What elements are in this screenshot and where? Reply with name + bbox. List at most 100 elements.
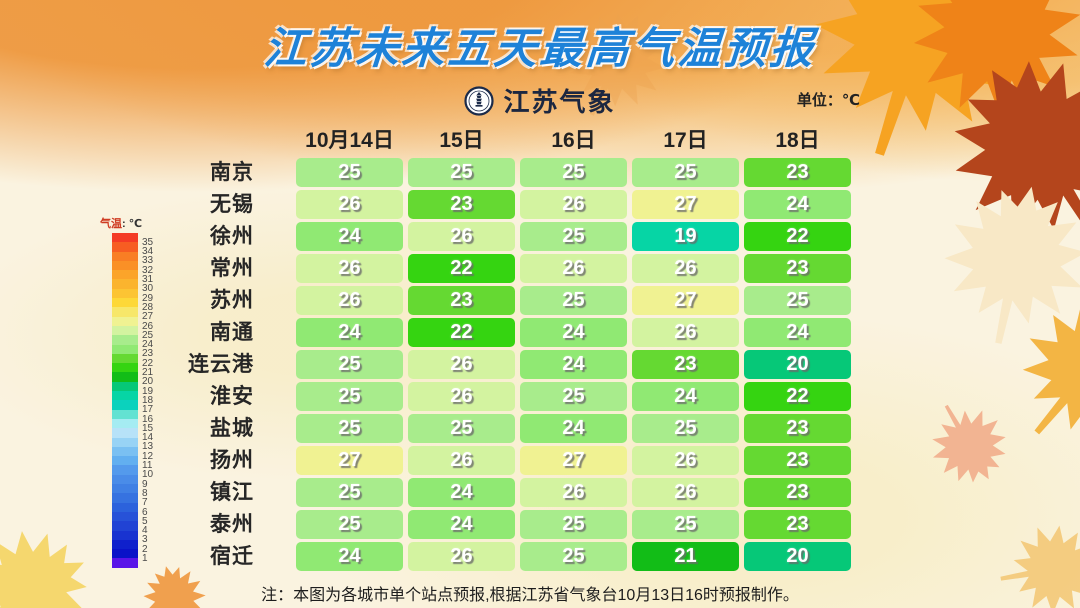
temperature-cell: 23 bbox=[744, 414, 851, 443]
temperature-cell: 25 bbox=[520, 382, 627, 411]
legend-color-block bbox=[112, 418, 138, 429]
legend-scale-label: 3 bbox=[142, 534, 148, 546]
legend-color-block bbox=[112, 242, 138, 252]
temperature-cell: 23 bbox=[744, 158, 851, 187]
temperature-cell: 26 bbox=[520, 190, 627, 219]
legend-scale-label: 33 bbox=[142, 255, 154, 267]
temperature-cell: 25 bbox=[520, 286, 627, 315]
legend-color-block bbox=[112, 363, 138, 373]
legend-color-block bbox=[112, 465, 138, 475]
temperature-cell: 26 bbox=[296, 286, 403, 315]
temperature-cell: 20 bbox=[744, 542, 851, 571]
legend-scale-label: 4 bbox=[142, 525, 148, 537]
temperature-cell: 22 bbox=[744, 222, 851, 251]
temperature-cell: 24 bbox=[520, 318, 627, 347]
temperature-cell: 27 bbox=[632, 286, 739, 315]
legend-color-block bbox=[112, 474, 138, 485]
unit-label: 单位：℃ bbox=[796, 92, 860, 109]
city-label: 无锡 bbox=[210, 193, 254, 216]
temperature-cell: 25 bbox=[296, 478, 403, 507]
legend-scale-label: 1 bbox=[142, 553, 148, 564]
temperature-cell: 25 bbox=[632, 510, 739, 539]
city-label: 徐州 bbox=[210, 225, 254, 248]
city-label: 泰州 bbox=[210, 513, 254, 536]
temperature-cell: 23 bbox=[744, 478, 851, 507]
city-label: 盐城 bbox=[210, 417, 254, 440]
legend-scale-label: 30 bbox=[142, 283, 154, 295]
legend-color-block bbox=[112, 493, 138, 503]
legend-scale-label: 9 bbox=[142, 478, 148, 490]
temperature-cell: 25 bbox=[296, 158, 403, 187]
legend-color-block bbox=[112, 233, 138, 243]
city-label: 镇江 bbox=[210, 481, 254, 504]
temperature-cell: 26 bbox=[632, 446, 739, 475]
legend-color-block bbox=[112, 260, 138, 271]
date-header: 10月14日 bbox=[305, 129, 394, 152]
legend-color-scale bbox=[112, 233, 138, 568]
legend-color-block bbox=[112, 381, 138, 392]
temperature-cell: 25 bbox=[520, 158, 627, 187]
legend-scale-label: 20 bbox=[142, 376, 154, 388]
legend-scale-label: 15 bbox=[142, 422, 154, 434]
temperature-cell: 22 bbox=[408, 254, 515, 283]
legend-color-block bbox=[112, 270, 138, 280]
temperature-cell: 23 bbox=[744, 446, 851, 475]
temperature-cell: 25 bbox=[632, 158, 739, 187]
legend-title-text: 气温 bbox=[100, 218, 122, 230]
temperature-cell: 24 bbox=[296, 318, 403, 347]
city-label: 苏州 bbox=[210, 289, 254, 312]
temperature-cell: 26 bbox=[408, 382, 515, 411]
legend-color-block bbox=[112, 530, 138, 540]
temperature-cell: 23 bbox=[632, 350, 739, 379]
legend-scale-label: 14 bbox=[142, 432, 154, 444]
temperature-cell: 22 bbox=[408, 318, 515, 347]
legend-scale-label: 32 bbox=[142, 264, 154, 276]
legend-scale-label: 25 bbox=[142, 329, 154, 341]
legend-scale-labels: 35 34 33 32 31 30 29 28 27 26 25 24 23 22 21 20 19 18 17 16… bbox=[142, 233, 164, 569]
temperature-cell: 23 bbox=[744, 510, 851, 539]
legend-scale-label: 7 bbox=[142, 497, 148, 509]
legend-scale-label: 18 bbox=[142, 394, 154, 406]
legend-scale-label: 11 bbox=[142, 460, 153, 471]
legend-color-block bbox=[112, 372, 138, 382]
temperature-cell: 24 bbox=[408, 478, 515, 507]
legend-scale-label: 6 bbox=[142, 506, 148, 518]
legend-color-block bbox=[112, 279, 138, 289]
city-label: 连云港 bbox=[188, 353, 254, 376]
legend-scale-label: 31 bbox=[142, 274, 154, 285]
temperature-cell: 25 bbox=[520, 510, 627, 539]
legend-color-block bbox=[112, 456, 138, 466]
legend-scale-label: 5 bbox=[142, 515, 148, 527]
temperature-cell: 25 bbox=[296, 414, 403, 443]
city-label-column: 南京 无锡 徐州 常州 苏州 南通 连云港 淮安 盐城 扬州 镇江 泰州 宿迁 bbox=[140, 158, 254, 574]
temperature-cell: 24 bbox=[520, 414, 627, 443]
legend-scale-label: 2 bbox=[142, 543, 148, 555]
date-header-row: 10月14日 15日 16日 17日 18日 bbox=[296, 128, 851, 154]
legend-color-block bbox=[112, 400, 138, 410]
legend-color-block bbox=[112, 558, 138, 568]
footnote: 注：本图为各城市单个站点预报,根据江苏省气象台10月13日16时预报制作。 bbox=[261, 587, 799, 604]
temperature-cell: 25 bbox=[632, 414, 739, 443]
temperature-cell: 24 bbox=[632, 382, 739, 411]
legend-color-block bbox=[112, 251, 138, 261]
temperature-cell: 24 bbox=[744, 190, 851, 219]
legend-scale-label: 24 bbox=[142, 339, 154, 351]
temperature-cell: 26 bbox=[408, 222, 515, 251]
temperature-cell: 26 bbox=[408, 446, 515, 475]
legend-color-block bbox=[112, 353, 138, 364]
legend-color-block bbox=[112, 288, 138, 299]
legend-scale-label: 21 bbox=[142, 367, 154, 378]
jiangsu-meteorology-logo-icon bbox=[464, 85, 495, 116]
legend-color-block bbox=[112, 446, 138, 457]
legend-color-block bbox=[112, 521, 138, 531]
legend-color-block bbox=[112, 344, 138, 354]
brand-name: 江苏气象 bbox=[503, 87, 616, 117]
legend-scale-label: 17 bbox=[142, 404, 154, 416]
legend-color-block bbox=[112, 437, 138, 447]
legend-scale-label: 22 bbox=[142, 357, 154, 369]
legend-scale-label: 8 bbox=[142, 487, 148, 499]
temperature-cell: 24 bbox=[408, 510, 515, 539]
legend-scale-label: 10 bbox=[142, 469, 154, 481]
temperature-grid: 25 25 25 25 23 26 23 26 27 24 24 26 25 19 22 26 22 26 26 23… bbox=[296, 158, 851, 571]
